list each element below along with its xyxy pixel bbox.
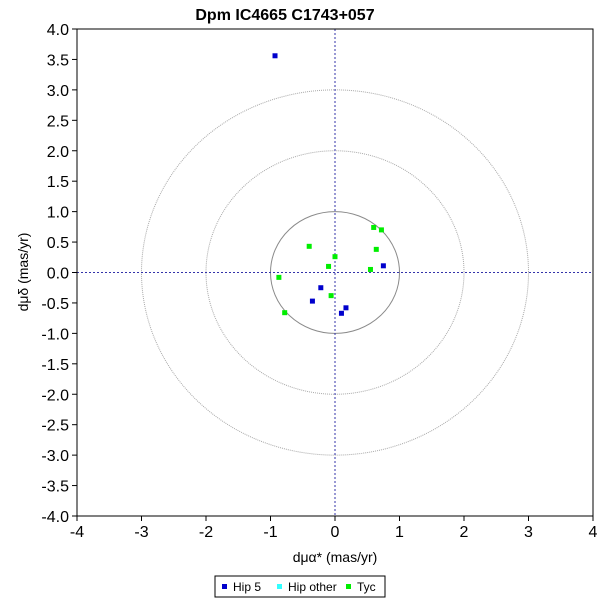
y-tick-label: 1.0 bbox=[47, 205, 69, 222]
point-hip-5 bbox=[338, 310, 344, 316]
zero-crosshair bbox=[77, 29, 593, 516]
point-tyc bbox=[276, 274, 282, 280]
legend-label-tyc: Tyc bbox=[357, 580, 376, 594]
point-tyc bbox=[282, 310, 288, 316]
point-hip-5 bbox=[272, 53, 278, 59]
point-tyc bbox=[328, 293, 334, 299]
x-tick-label: 3 bbox=[524, 524, 533, 541]
legend-swatch-hip-5 bbox=[222, 584, 227, 589]
point-hip-5 bbox=[309, 298, 315, 304]
y-tick-label: -1.5 bbox=[41, 357, 69, 374]
y-tick-label: 3.5 bbox=[47, 52, 69, 69]
point-hip-5 bbox=[318, 285, 324, 291]
point-tyc bbox=[326, 263, 332, 269]
y-tick-label: 0.0 bbox=[47, 266, 69, 283]
legend-box bbox=[214, 575, 386, 598]
x-tick-label: 4 bbox=[589, 524, 598, 541]
x-axis-label: dμα* (mas/yr) bbox=[293, 549, 378, 565]
point-tyc bbox=[306, 243, 312, 249]
y-tick-label: 1.5 bbox=[47, 174, 69, 191]
point-hip-5 bbox=[380, 263, 386, 269]
point-hip-5 bbox=[343, 305, 349, 311]
data-points bbox=[272, 53, 386, 316]
x-tick-label: -1 bbox=[263, 524, 277, 541]
y-tick-label: -2.0 bbox=[41, 387, 69, 404]
point-tyc bbox=[332, 254, 338, 260]
x-tick-label: 0 bbox=[331, 524, 340, 541]
y-axis-ticks: 4.0 3.5 3.0 2.5 2.0 1.5 1.0 0.5 0.0 -0.5 -1.0 -1.5 -… bbox=[41, 22, 77, 526]
x-tick-label: 1 bbox=[395, 524, 404, 541]
point-tyc bbox=[367, 266, 373, 272]
x-tick-label: -3 bbox=[134, 524, 148, 541]
x-tick-label: 2 bbox=[460, 524, 469, 541]
y-tick-label: -1.0 bbox=[41, 326, 69, 343]
point-tyc bbox=[378, 227, 384, 233]
y-tick-label: 3.0 bbox=[47, 83, 69, 100]
y-tick-label: 2.0 bbox=[47, 144, 69, 161]
point-tyc bbox=[373, 246, 379, 252]
legend: Hip 5 Hip other Tyc bbox=[214, 575, 386, 598]
y-tick-label: 4.0 bbox=[47, 22, 69, 39]
x-tick-label: -2 bbox=[199, 524, 213, 541]
y-tick-label: -3.5 bbox=[41, 479, 69, 496]
legend-swatch-tyc bbox=[346, 584, 351, 589]
y-tick-label: -2.5 bbox=[41, 418, 69, 435]
legend-swatch-hip-other bbox=[277, 584, 282, 589]
y-tick-label: 0.5 bbox=[47, 235, 69, 252]
y-tick-label: 2.5 bbox=[47, 113, 69, 130]
chart-title: Dpm IC4665 C1743+057 bbox=[195, 7, 374, 24]
x-axis-ticks: -4 -3 -2 -1 0 1 2 3 4 bbox=[70, 516, 598, 541]
x-tick-label: -4 bbox=[70, 524, 84, 541]
y-tick-label: -4.0 bbox=[41, 509, 69, 526]
legend-label-hip-5: Hip 5 bbox=[233, 580, 261, 594]
y-tick-label: -3.0 bbox=[41, 448, 69, 465]
legend-label-hip-other: Hip other bbox=[288, 580, 337, 594]
point-tyc bbox=[371, 224, 377, 230]
y-tick-label: -0.5 bbox=[41, 296, 69, 313]
y-axis-label: dμδ (mas/yr) bbox=[15, 233, 31, 312]
